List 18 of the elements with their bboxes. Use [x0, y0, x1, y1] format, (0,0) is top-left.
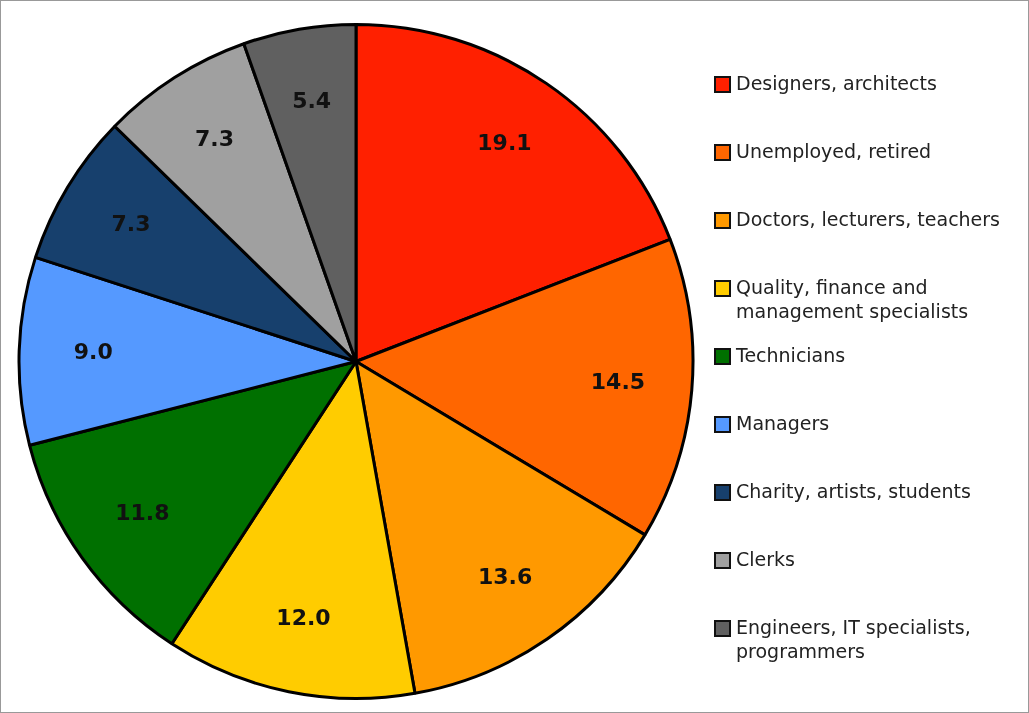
legend-label: Unemployed, retired: [736, 139, 932, 163]
data-label: 13.6: [477, 563, 533, 589]
legend-label: Clerks: [736, 547, 795, 571]
data-label: 11.8: [115, 500, 170, 526]
data-label: 12.0: [276, 604, 331, 630]
data-label: 14.5: [590, 369, 646, 395]
data-label: 7.3: [111, 211, 151, 237]
legend-label: Managers: [736, 411, 830, 435]
data-label: 9.0: [73, 338, 113, 364]
legend-label: Doctors, lecturers, teachers: [736, 207, 1001, 231]
legend-label: Designers, architects: [736, 71, 937, 95]
data-label: 7.3: [194, 125, 234, 151]
legend-label: Engineers, IT specialists, programmers: [736, 615, 972, 663]
data-label: 5.4: [292, 88, 332, 114]
legend-label: Quality, finance and management specialists: [736, 275, 970, 323]
legend-label: Charity, artists, students: [736, 479, 971, 503]
data-label: 19.1: [477, 130, 532, 156]
legend-label: Technicians: [736, 343, 846, 367]
